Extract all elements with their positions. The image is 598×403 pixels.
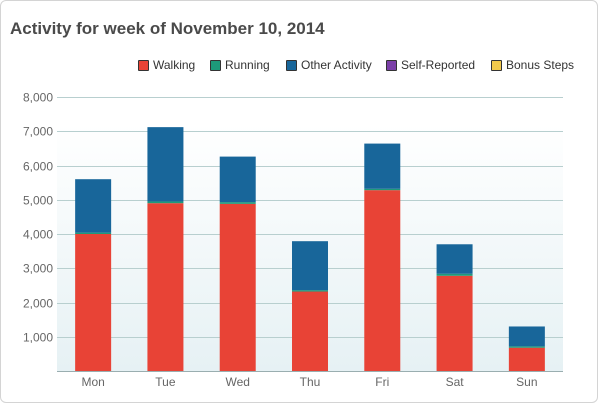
bar-segment-other-activity[interactable] bbox=[219, 156, 256, 203]
legend-item-other-activity[interactable]: Other Activity bbox=[286, 57, 372, 73]
x-tick-label: Wed bbox=[225, 375, 249, 389]
bar-segment-other-activity[interactable] bbox=[147, 127, 184, 202]
legend-item-running[interactable]: Running bbox=[210, 57, 270, 73]
x-tick-label: Mon bbox=[81, 375, 104, 389]
y-tick-label: 6,000 bbox=[23, 160, 53, 174]
x-tick-label: Tue bbox=[155, 375, 176, 389]
bar-segment-other-activity[interactable] bbox=[364, 143, 401, 189]
legend-swatch-self-reported bbox=[386, 59, 397, 71]
y-tick-label: 3,000 bbox=[23, 262, 53, 276]
y-tick-label: 8,000 bbox=[23, 91, 53, 105]
y-tick-label: 2,000 bbox=[23, 297, 53, 311]
bar-segment-walking[interactable] bbox=[508, 347, 545, 371]
legend-item-self-reported[interactable]: Self-Reported bbox=[386, 57, 475, 73]
bar-segment-walking[interactable] bbox=[292, 291, 328, 371]
x-tick-label: Sun bbox=[516, 375, 537, 389]
legend-label-self-reported: Self-Reported bbox=[401, 58, 476, 72]
bar-segment-walking[interactable] bbox=[364, 190, 401, 371]
bar-segment-other-activity[interactable] bbox=[508, 326, 545, 347]
bar-segment-running[interactable] bbox=[147, 201, 184, 204]
bar-segment-walking[interactable] bbox=[75, 234, 112, 371]
y-tick-label: 5,000 bbox=[23, 194, 53, 208]
bar-segment-running[interactable] bbox=[508, 346, 545, 348]
legend-swatch-running bbox=[210, 59, 221, 71]
chart-title: Activity for week of November 10, 2014 bbox=[10, 19, 325, 38]
legend-swatch-bonus-steps bbox=[491, 59, 502, 71]
legend-label-bonus-steps: Bonus Steps bbox=[506, 58, 575, 72]
legend-swatch-walking bbox=[138, 59, 149, 71]
y-tick-label: 7,000 bbox=[23, 125, 53, 139]
bar-segment-walking[interactable] bbox=[436, 275, 473, 371]
chart-legend: Walking Running Other Activity Self-Repo… bbox=[1, 57, 598, 73]
bar-segment-running[interactable] bbox=[436, 273, 473, 276]
y-tick-label: 1,000 bbox=[23, 331, 53, 345]
y-tick-label: 4,000 bbox=[23, 228, 53, 242]
legend-label-running: Running bbox=[225, 58, 270, 72]
x-tick-label: Thu bbox=[300, 375, 321, 389]
bar-segment-running[interactable] bbox=[364, 188, 401, 191]
bar-segment-other-activity[interactable] bbox=[436, 244, 473, 274]
legend-item-walking[interactable]: Walking bbox=[138, 57, 195, 73]
bar-segment-running[interactable] bbox=[75, 232, 112, 234]
legend-item-bonus-steps[interactable]: Bonus Steps bbox=[491, 57, 574, 73]
bar-segment-other-activity[interactable] bbox=[292, 241, 328, 291]
bar-segment-walking[interactable] bbox=[147, 203, 184, 371]
bar-segment-running[interactable] bbox=[219, 202, 256, 204]
bar-segment-walking[interactable] bbox=[219, 203, 256, 371]
x-tick-label: Fri bbox=[375, 375, 389, 389]
legend-swatch-other-activity bbox=[286, 59, 297, 71]
x-tick-label: Sat bbox=[446, 375, 465, 389]
legend-label-other-activity: Other Activity bbox=[301, 58, 372, 72]
legend-label-walking: Walking bbox=[153, 58, 196, 72]
bar-segment-running[interactable] bbox=[292, 290, 328, 292]
bar-segment-other-activity[interactable] bbox=[75, 179, 112, 233]
